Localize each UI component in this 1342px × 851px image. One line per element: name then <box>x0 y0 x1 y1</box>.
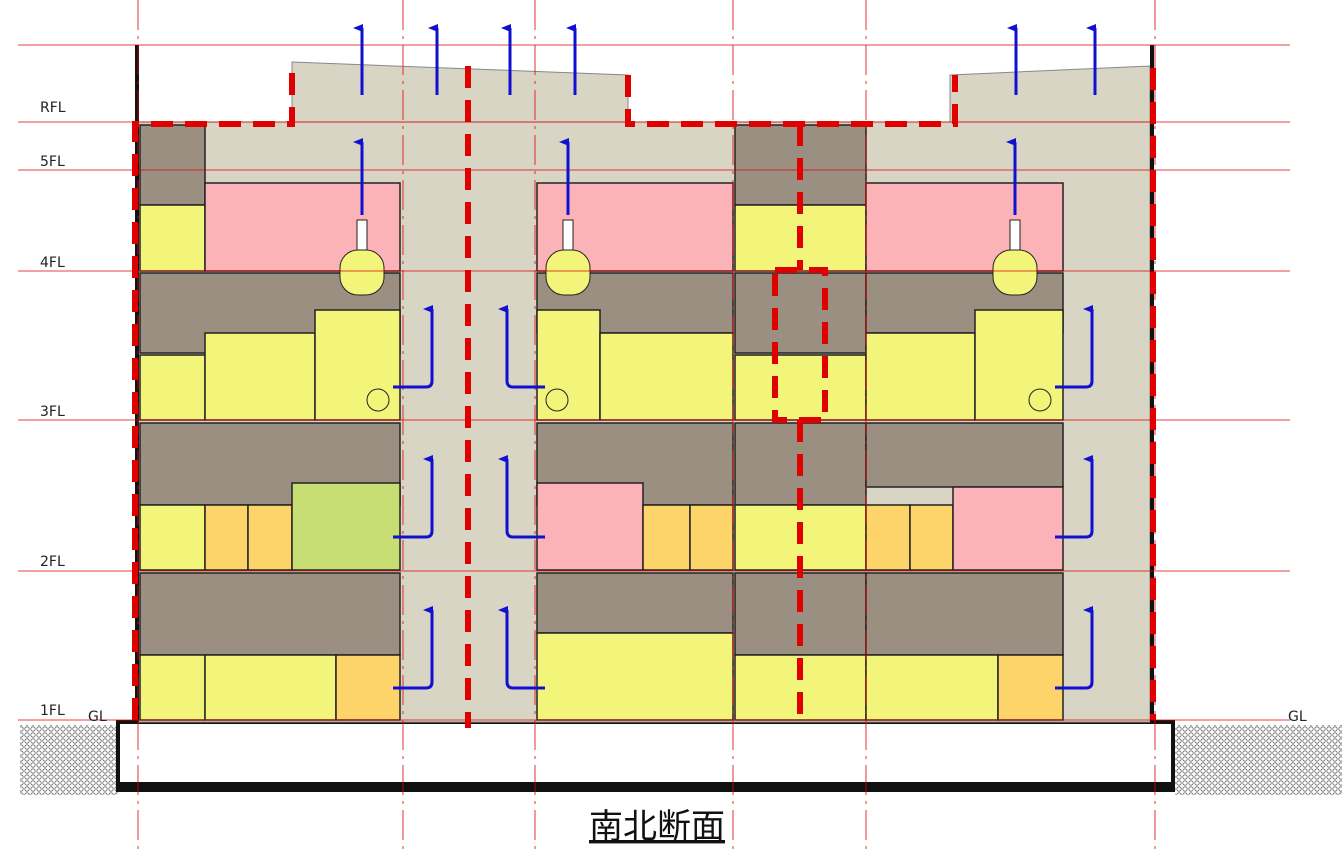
level-label: 1FL <box>40 703 65 719</box>
room <box>734 354 867 421</box>
room <box>689 504 734 571</box>
foundation <box>116 720 1175 792</box>
room <box>139 654 206 721</box>
room <box>139 124 206 206</box>
room <box>642 504 691 571</box>
tank-neck <box>356 219 368 251</box>
room <box>536 632 734 721</box>
room <box>139 354 206 421</box>
labels: RFL 5FL 4FL 3FL 2FL 1FL GL GL 南北断面 <box>40 100 1307 847</box>
room <box>599 332 734 421</box>
rooms <box>139 124 1064 721</box>
arrow <box>498 305 545 389</box>
room <box>997 654 1064 721</box>
tank <box>339 249 385 296</box>
fan <box>545 388 569 412</box>
room <box>952 486 1064 571</box>
airflow <box>353 24 1097 690</box>
ground-label: GL <box>1288 709 1307 725</box>
arrow <box>393 606 434 690</box>
room <box>536 482 644 571</box>
room <box>139 204 206 272</box>
level-label: RFL <box>40 100 66 116</box>
foundation-slab <box>118 782 1173 792</box>
room <box>865 572 1064 656</box>
room <box>139 572 401 656</box>
level-label: 2FL <box>40 554 65 570</box>
room <box>247 504 293 571</box>
tank-neck <box>562 219 574 251</box>
boundary <box>772 124 828 722</box>
room <box>909 504 954 571</box>
room <box>204 332 316 421</box>
roof-structure <box>291 61 629 123</box>
boundary <box>132 62 295 720</box>
room <box>204 654 337 721</box>
soil <box>20 725 118 795</box>
level-label: 5FL <box>40 154 65 170</box>
room <box>335 654 401 721</box>
room <box>139 504 206 571</box>
level-label: 3FL <box>40 404 65 420</box>
room <box>536 572 734 634</box>
tank <box>545 249 591 296</box>
level-label: 4FL <box>40 255 65 271</box>
drawing-title: 南北断面 <box>589 807 725 847</box>
room <box>865 654 999 721</box>
room <box>204 504 249 571</box>
ground-label: GL <box>88 709 107 725</box>
ground <box>20 720 1342 795</box>
arrow <box>498 606 545 690</box>
room <box>865 422 1064 488</box>
arrow <box>1055 606 1094 690</box>
room <box>291 482 401 571</box>
tank-neck <box>1009 219 1021 251</box>
soil <box>1175 725 1342 795</box>
boundary <box>625 75 958 127</box>
tank <box>992 249 1038 296</box>
room <box>865 504 911 571</box>
room <box>865 332 976 421</box>
room <box>734 272 867 354</box>
arrow <box>393 455 434 539</box>
arrow <box>1055 305 1094 389</box>
fire-compartment <box>132 62 1156 728</box>
roof-structure <box>949 65 1151 123</box>
arrow <box>393 305 434 389</box>
arrow <box>1055 455 1094 539</box>
room <box>314 309 401 421</box>
arrow <box>498 455 545 539</box>
fan <box>1028 388 1052 412</box>
fan <box>366 388 390 412</box>
